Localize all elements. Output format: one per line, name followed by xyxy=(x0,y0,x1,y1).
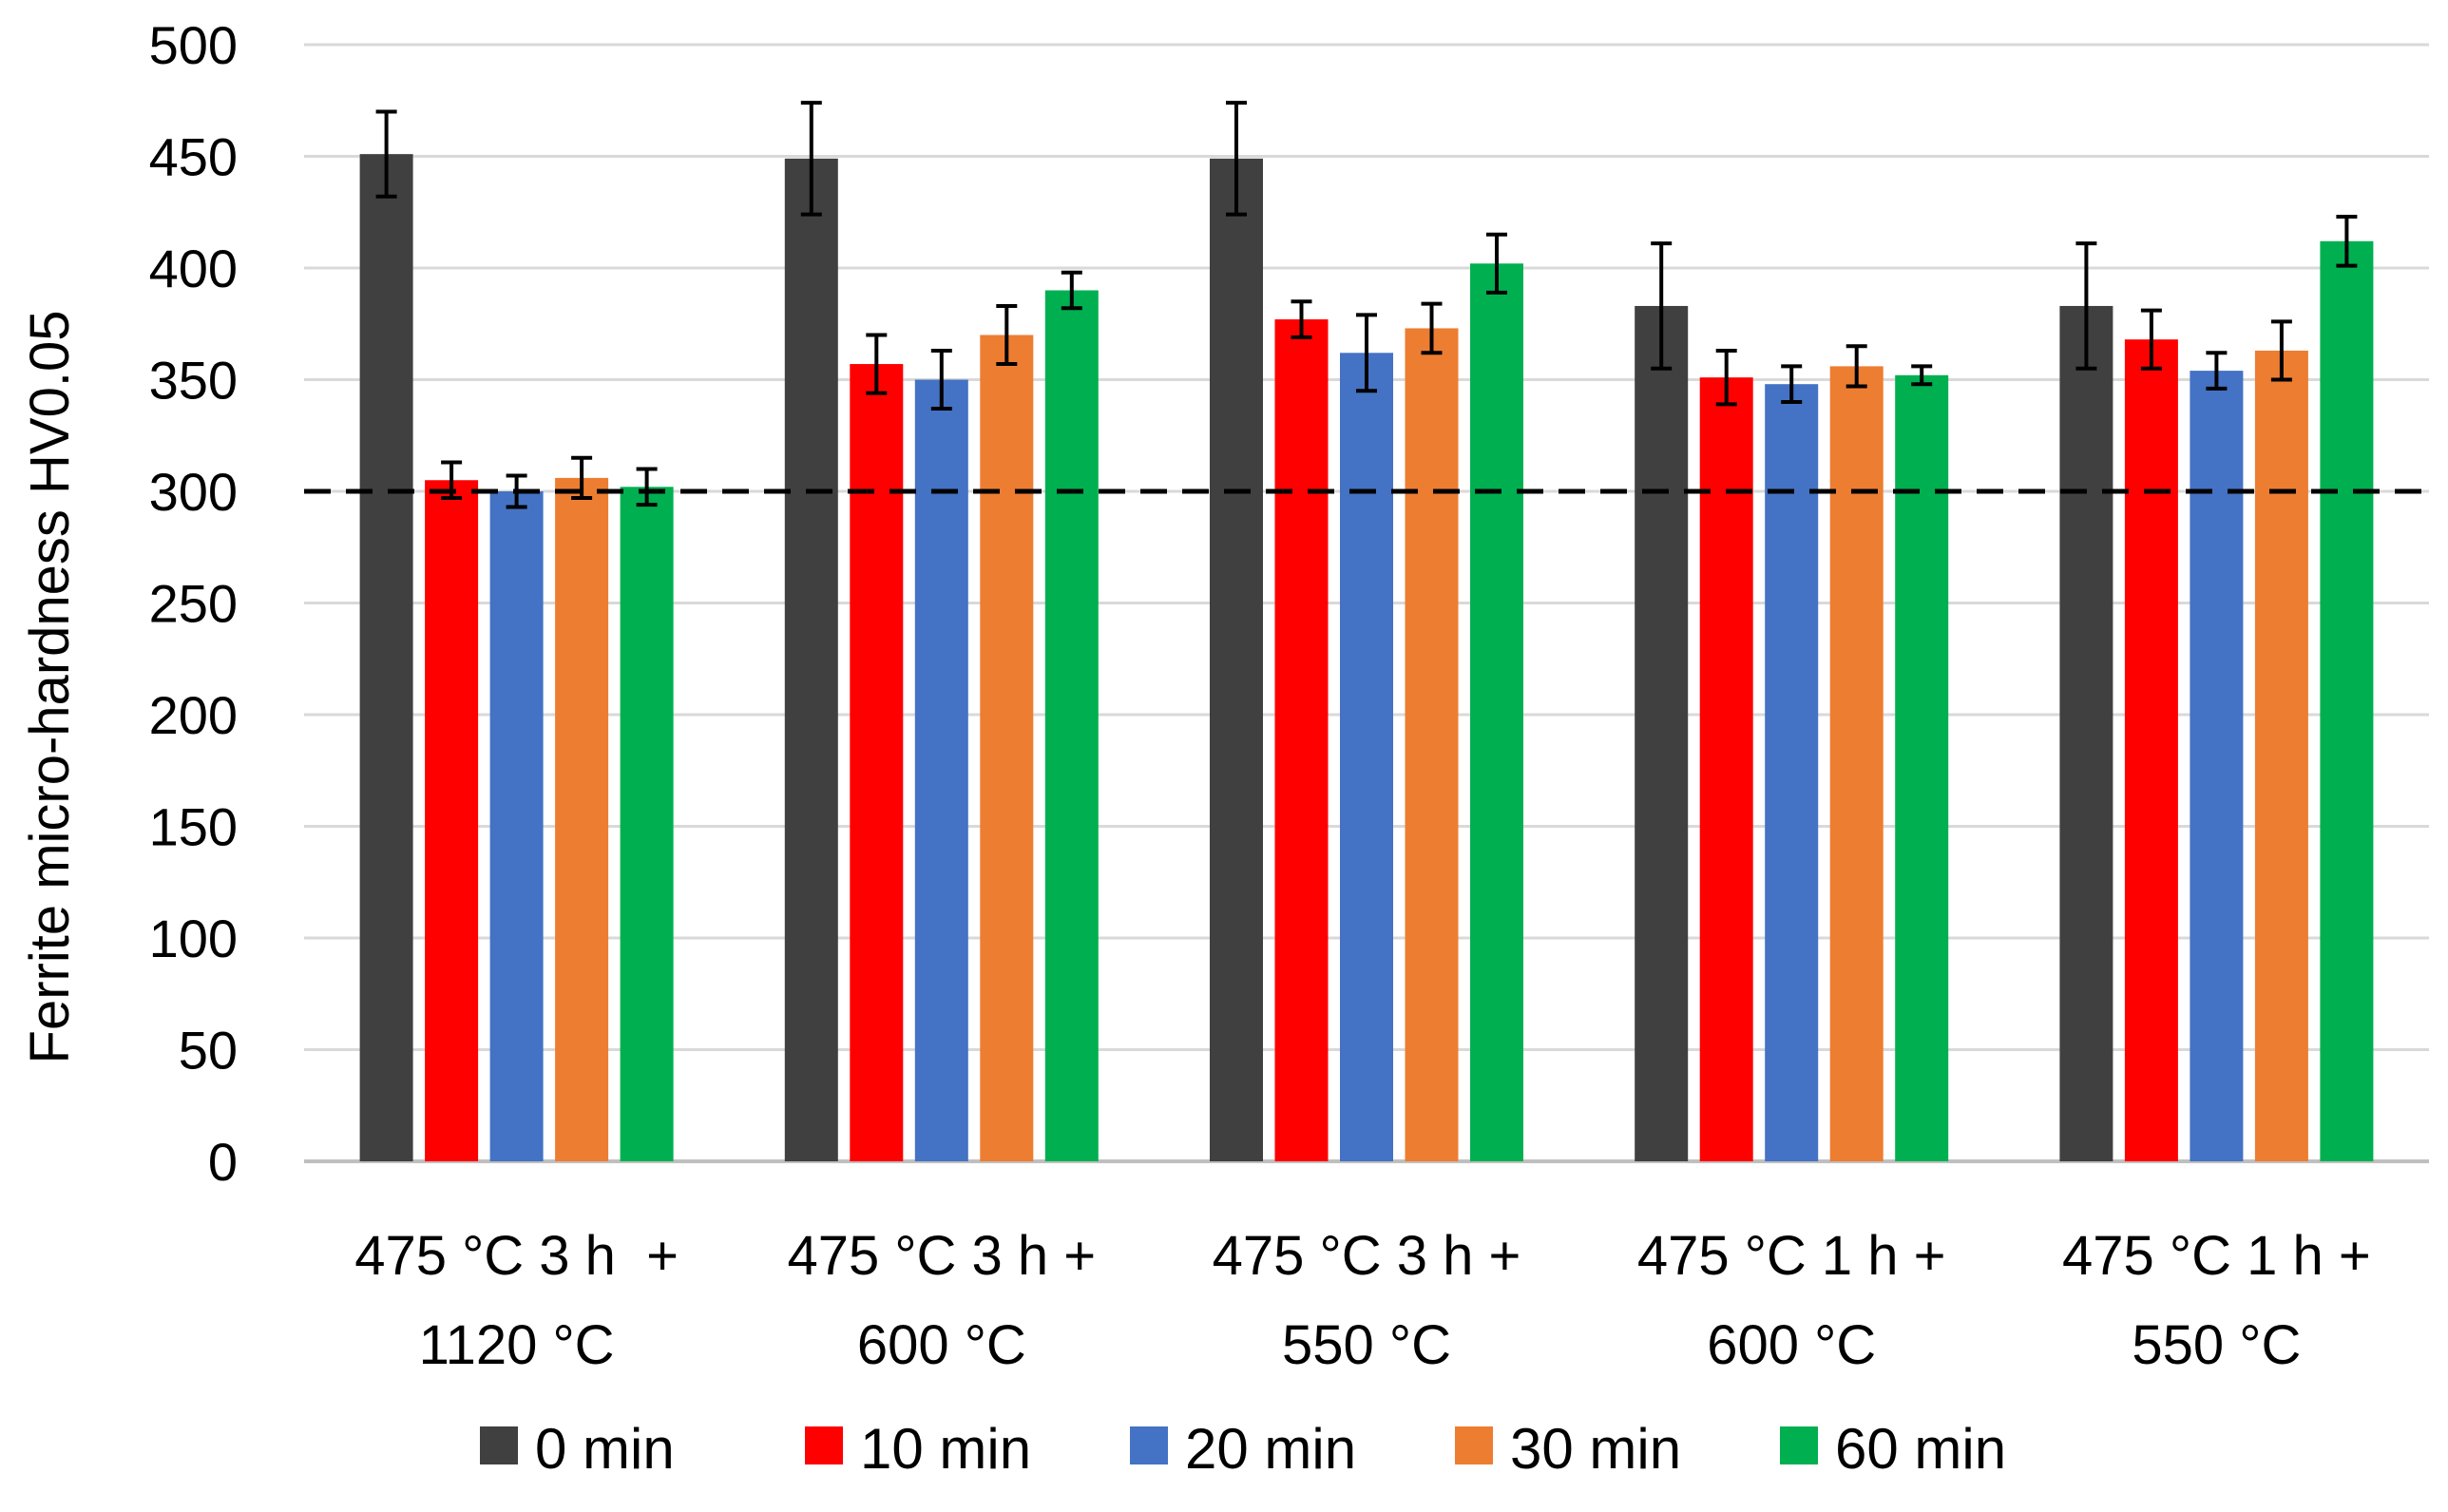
bar xyxy=(425,480,479,1161)
bar xyxy=(2124,339,2178,1161)
bar xyxy=(2059,305,2113,1161)
y-tick-label: 50 xyxy=(179,1021,238,1081)
x-category-label: 550 °C xyxy=(1282,1314,1451,1376)
bar xyxy=(1895,374,1949,1161)
legend-label: 60 min xyxy=(1835,1417,2006,1481)
y-tick-label: 0 xyxy=(208,1132,238,1192)
legend-label: 0 min xyxy=(535,1417,675,1481)
legend-swatch xyxy=(1780,1426,1818,1464)
x-category-label: 475 °C 3 h + xyxy=(354,1225,679,1287)
bar xyxy=(555,477,609,1161)
x-category-label: 475 °C 3 h + xyxy=(1213,1225,1521,1287)
legend: 0 min 10 min 20 min 30 min 60 min xyxy=(480,1417,2006,1481)
x-category-label: 475 °C 1 h + xyxy=(1637,1225,1946,1287)
bar xyxy=(2254,350,2308,1161)
bar xyxy=(784,158,838,1162)
x-category-label: 600 °C xyxy=(857,1314,1026,1376)
y-tick-label: 450 xyxy=(149,127,238,187)
y-tick-label: 500 xyxy=(149,15,238,75)
y-tick-label: 300 xyxy=(149,462,238,522)
x-category-label: 475 °C 1 h + xyxy=(2062,1225,2371,1287)
y-axis-ticks: 0 50 100 150 200 250 300 350 400 450 500 xyxy=(149,15,238,1192)
bar xyxy=(620,487,674,1161)
x-category-label: 475 °C 3 h + xyxy=(787,1225,1096,1287)
bar xyxy=(2190,371,2244,1162)
y-axis-title: Ferrite micro-hardness HV0.05 xyxy=(19,311,81,1064)
bar xyxy=(2320,240,2374,1162)
bar xyxy=(1340,353,1393,1161)
y-tick-label: 100 xyxy=(149,909,238,968)
bar xyxy=(359,154,413,1161)
legend-label: 20 min xyxy=(1185,1417,1356,1481)
y-tick-label: 250 xyxy=(149,574,238,634)
bar xyxy=(1635,305,1689,1161)
legend-label: 10 min xyxy=(860,1417,1031,1481)
x-category-label: 550 °C xyxy=(2132,1314,2301,1376)
bar xyxy=(1210,158,1263,1162)
legend-swatch xyxy=(480,1426,518,1464)
bar xyxy=(1699,377,1753,1161)
bar xyxy=(1829,366,1884,1161)
legend-swatch xyxy=(1130,1426,1168,1464)
x-category-label: 1120 °C xyxy=(419,1314,615,1376)
y-tick-label: 200 xyxy=(149,685,238,745)
y-tick-label: 150 xyxy=(149,797,238,857)
bars xyxy=(359,101,2374,1162)
x-category-label: 600 °C xyxy=(1707,1314,1876,1376)
bar xyxy=(1470,263,1523,1161)
bar xyxy=(914,379,968,1161)
bar xyxy=(1405,328,1459,1161)
bar xyxy=(1044,290,1099,1161)
bar xyxy=(1765,384,1819,1161)
legend-swatch xyxy=(805,1426,843,1464)
legend-label: 30 min xyxy=(1510,1417,1681,1481)
bar xyxy=(980,335,1034,1161)
bar xyxy=(489,491,544,1161)
legend-swatch xyxy=(1455,1426,1493,1464)
bar xyxy=(1274,319,1329,1161)
y-tick-label: 350 xyxy=(149,351,238,411)
y-tick-label: 400 xyxy=(149,239,238,298)
x-axis-categories: 475 °C 3 h + 1120 °C 475 °C 3 h + 600 °C 475… xyxy=(354,1225,2371,1376)
bar xyxy=(850,364,904,1161)
